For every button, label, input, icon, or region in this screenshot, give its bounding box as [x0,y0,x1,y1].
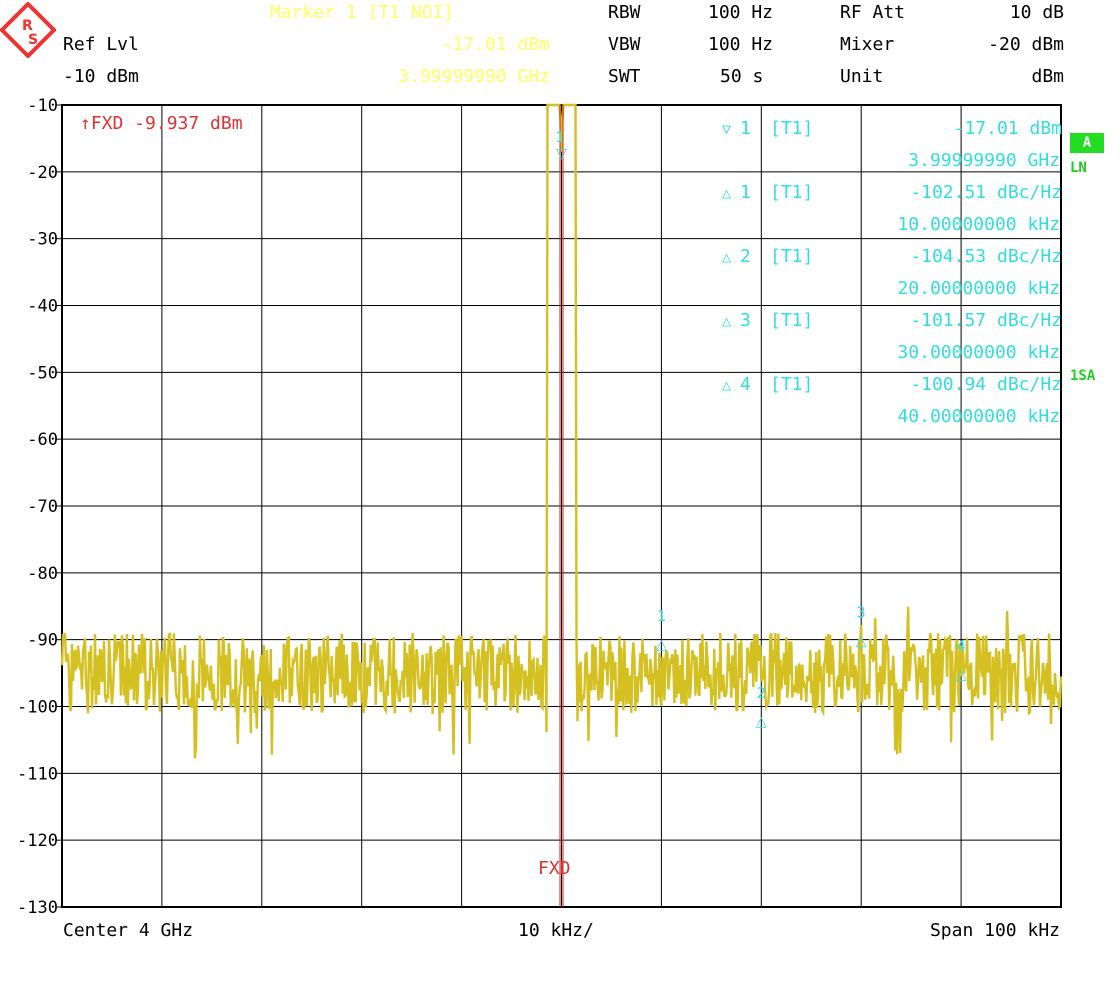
delta-marker-label: 3 [857,604,866,622]
trace-a-badge: A [1070,133,1104,153]
marker-table-symbol-icon: △ [722,184,732,202]
carrier-marker-label: 1 [555,130,563,146]
delta-marker-label: 2 [757,684,766,702]
y-tick-label: -80 [27,564,58,584]
delta-marker-icon: △ [956,667,967,683]
marker-table-trace: [T1] [770,182,814,203]
mixer-label: Mixer [840,34,895,55]
marker-table-symbol-icon: △ [722,312,732,330]
marker-table-value: -104.53 dBc/Hz [910,246,1062,267]
marker-table-freq: 20.00000000 kHz [897,278,1060,299]
svg-text:S: S [28,32,38,48]
marker-table-freq: 10.00000000 kHz [897,214,1060,235]
marker-table-num: 1 [740,118,751,139]
marker-table-value: -102.51 dBc/Hz [910,182,1062,203]
ref-level-label: Ref Lvl [63,34,139,55]
vbw-label: VBW [608,34,641,55]
marker-table-symbol-icon: △ [722,376,732,394]
svg-text:R: R [22,18,33,34]
y-tick-label: -40 [27,297,58,317]
sa-label: 1SA [1070,368,1096,384]
rbw-value: 100 Hz [708,2,774,23]
center-freq: Center 4 GHz [63,920,194,941]
freq-per-div: 10 kHz/ [518,920,594,941]
delta-marker-label: 1 [657,607,666,625]
unit-label: Unit [840,66,884,87]
marker-table-value: -101.57 dBc/Hz [910,310,1062,331]
y-tick-label: -70 [27,497,58,517]
marker-table-symbol-icon: △ [722,248,732,266]
marker-table-num: 4 [740,374,751,395]
rf-att-label: RF Att [840,2,906,23]
marker-table-value: -17.01 dBm [953,118,1062,139]
vbw-value: 100 Hz [708,34,774,55]
marker-table-num: 3 [740,310,751,331]
fxd-readout: ↑FXD -9.937 dBm [80,113,243,134]
y-tick-label: -10 [27,96,58,116]
marker-table-freq: 30.00000000 kHz [897,342,1060,363]
y-tick-label: -120 [17,831,58,851]
y-tick-label: -60 [27,430,58,450]
y-tick-label: -30 [27,230,58,250]
carrier-marker-icon: ▽ [556,146,567,162]
fxd-bottom-label: FXD [538,858,571,879]
ref-level-value: -10 dBm [63,66,139,87]
marker-table-num: 2 [740,246,751,267]
rbw-label: RBW [608,2,641,23]
delta-marker-icon: △ [756,714,767,730]
marker-table-value: -100.94 dBc/Hz [910,374,1062,395]
marker-freq-readout: 3.99999990 GHz [398,66,550,87]
marker-table-trace: [T1] [770,310,814,331]
marker-table-num: 1 [740,182,751,203]
y-tick-label: -110 [17,764,58,784]
marker-table-freq: 40.00000000 kHz [897,406,1060,427]
rs-logo: R S [0,2,56,58]
y-tick-label: -100 [17,698,58,718]
marker-title: Marker 1 [T1 NOI] [270,2,455,23]
delta-marker-icon: △ [656,637,667,653]
rf-att-value: 10 dB [1009,2,1064,23]
trace-line [60,103,1063,759]
y-tick-label: -130 [17,898,58,918]
delta-marker-label: 4 [957,637,966,655]
span-readout: Span 100 kHz [929,920,1060,941]
delta-marker-icon: △ [856,634,867,650]
y-tick-label: -20 [27,163,58,183]
marker-table-trace: [T1] [770,118,814,139]
swt-value: 50 s [720,66,764,87]
mixer-value: -20 dBm [988,34,1064,55]
unit-value: dBm [1031,66,1064,87]
y-tick-label: -90 [27,631,58,651]
marker-table-symbol-icon: ▽ [722,120,732,138]
marker-table-trace: [T1] [770,246,814,267]
swt-label: SWT [608,66,641,87]
marker-table-freq: 3.99999990 GHz [908,150,1060,171]
y-tick-label: -50 [27,363,58,383]
marker-level-readout: -17.01 dBm [441,34,550,55]
ln-label: LN [1070,160,1087,176]
marker-table-trace: [T1] [770,374,814,395]
